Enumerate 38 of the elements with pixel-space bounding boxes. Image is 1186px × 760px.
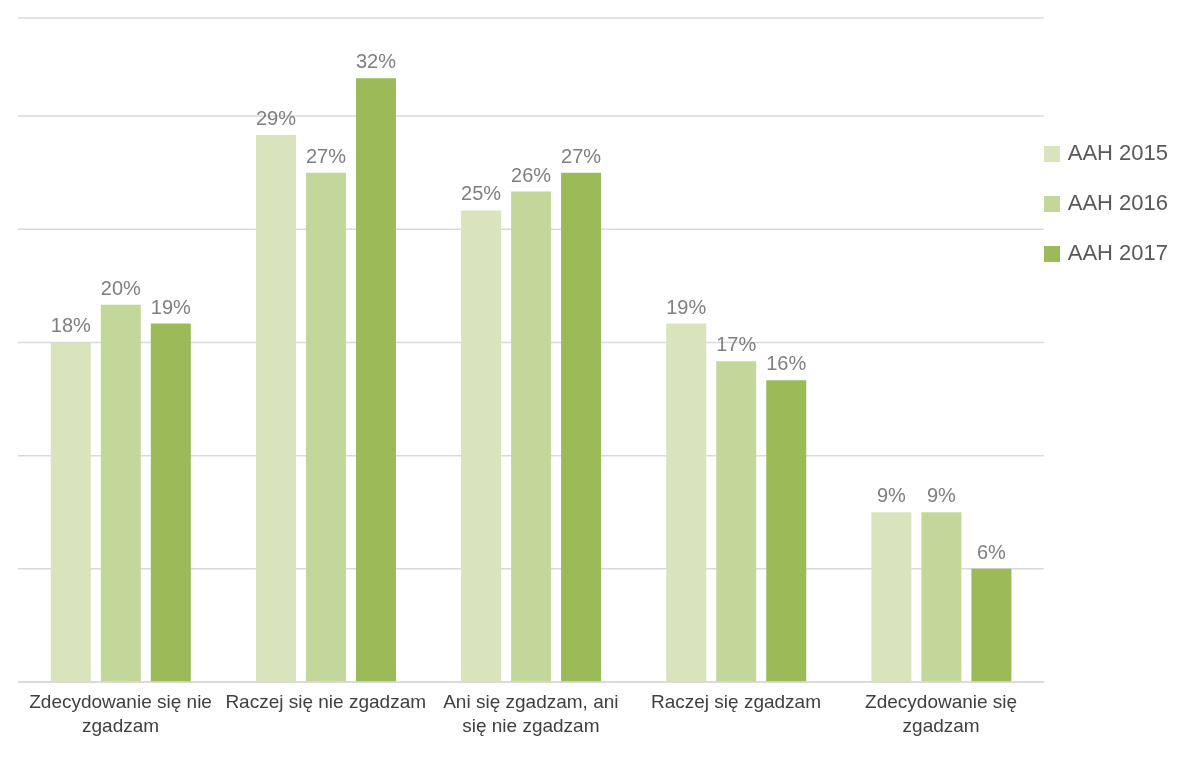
data-label: 26%: [511, 163, 552, 186]
data-label: 9%: [926, 484, 957, 507]
bar: [766, 380, 807, 682]
data-label: 16%: [766, 352, 807, 375]
data-label: 18%: [50, 314, 92, 337]
data-label: 20%: [100, 276, 142, 299]
x-tick-label: Zdecydowanie się nie zgadzam: [29, 691, 212, 736]
bar: [150, 323, 191, 682]
bar: [561, 172, 602, 682]
data-label: 6%: [976, 540, 1007, 563]
legend-label: AAH 2015: [1067, 140, 1168, 165]
x-tick-label: Raczej się zgadzam: [650, 691, 822, 712]
data-label: 19%: [150, 295, 192, 318]
data-label: 27%: [561, 144, 602, 167]
bar: [461, 210, 502, 682]
bar: [355, 78, 396, 682]
data-label: 9%: [876, 484, 907, 507]
data-label: 19%: [666, 295, 707, 318]
x-tick-label: Ani się zgadzam, ani się nie zgadzam: [443, 691, 619, 736]
bar: [511, 191, 552, 682]
legend-label: AAH 2017: [1067, 240, 1168, 265]
bar: [666, 323, 707, 682]
bar: [971, 568, 1012, 682]
bar: [255, 134, 296, 682]
bar: [716, 361, 757, 682]
x-tick-label: Raczej się nie zgadzam: [225, 691, 427, 712]
bar: [305, 172, 346, 682]
data-label: 25%: [461, 182, 502, 205]
bar: [871, 512, 912, 682]
bar: [921, 512, 962, 682]
data-label: 17%: [716, 333, 757, 356]
bar: [100, 304, 141, 682]
legend-label: AAH 2016: [1067, 190, 1168, 215]
data-label: 32%: [355, 50, 397, 73]
bar: [50, 342, 91, 682]
data-label: 29%: [255, 106, 297, 129]
data-label: 27%: [305, 144, 347, 167]
x-tick-label: Zdecydowanie się zgadzam: [865, 691, 1018, 736]
